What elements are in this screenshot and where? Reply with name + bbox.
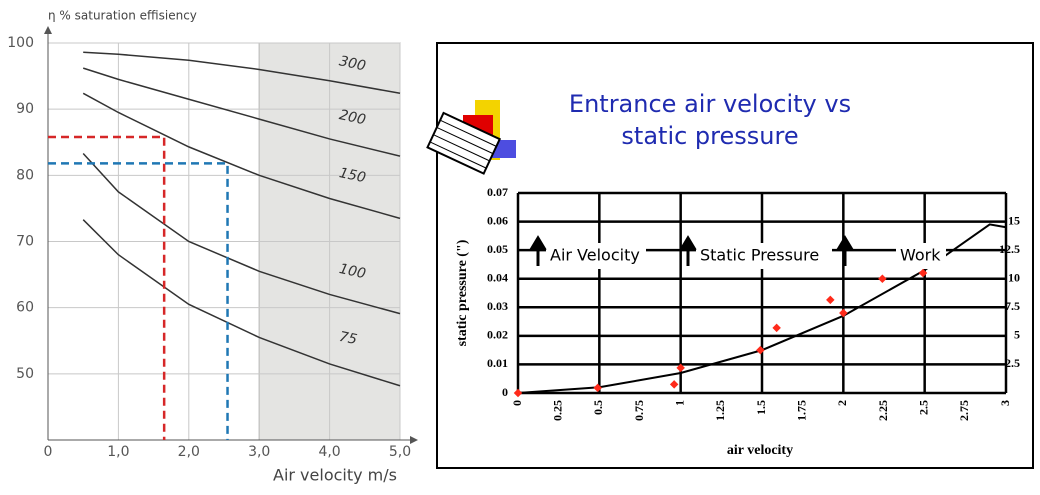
data-point — [878, 274, 887, 283]
x-tick-label: 2.25 — [876, 400, 890, 421]
x-tick-label: 3 — [998, 400, 1012, 406]
curve — [83, 51, 401, 95]
x-tick-label: 0.75 — [632, 400, 646, 421]
y-tick-label: 0.06 — [487, 213, 508, 227]
logo — [426, 100, 516, 175]
x-tick-label: 4,0 — [318, 444, 340, 460]
data-point — [839, 308, 848, 318]
curve-label: 200 — [338, 107, 368, 128]
y-tick-label: 0.05 — [487, 242, 508, 256]
curve — [82, 92, 401, 220]
y-tick-label: 0 — [502, 385, 508, 399]
x-tick-label: 0 — [44, 444, 53, 460]
y-tick-label: 0.07 — [487, 185, 508, 199]
annotation: Air Velocity — [550, 246, 640, 265]
y-tick-label: 60 — [16, 300, 34, 316]
data-point — [513, 388, 523, 398]
x-tick-label: 1.75 — [794, 400, 808, 421]
y-tick-label: 100 — [7, 35, 34, 51]
data-point — [669, 380, 679, 389]
annotation-background — [546, 243, 646, 269]
y-tick-label: 90 — [16, 101, 34, 117]
y-tick-label: 50 — [16, 366, 34, 382]
y2-tick-label: 2.5 — [1005, 356, 1020, 370]
curve-label: 100 — [338, 261, 368, 282]
annotation-background — [896, 243, 946, 269]
y2-tick-label: 12.5 — [999, 242, 1020, 256]
data-point — [676, 363, 685, 373]
x-tick-label: 2,0 — [178, 444, 200, 460]
x-axis-label: Air velocity m/s — [273, 466, 397, 485]
annotation: Work — [900, 246, 941, 265]
curve — [82, 67, 401, 157]
x-axis-arrow — [410, 436, 418, 444]
y-tick-label: 0.03 — [487, 299, 508, 313]
y2-tick-label: 7.5 — [1005, 299, 1020, 313]
data-point — [593, 383, 602, 393]
x-tick-label: 2 — [835, 400, 849, 406]
curve — [82, 152, 401, 315]
y-tick-label: 0.02 — [487, 328, 508, 342]
x-tick-label: 0 — [510, 400, 524, 406]
guide-line — [48, 162, 229, 440]
curve — [82, 219, 401, 387]
x-tick-label: 5,0 — [389, 444, 411, 460]
x-tick-label: 2.5 — [916, 400, 930, 415]
x-tick-label: 1 — [672, 400, 686, 406]
y2-tick-label: 10 — [1008, 270, 1020, 284]
y2-tick-label: 15 — [1008, 213, 1020, 227]
curve-label: 150 — [338, 165, 368, 186]
y-axis-label: η % saturation effisiency — [48, 9, 197, 23]
x-tick-label: 0.25 — [550, 400, 564, 421]
right-frame — [436, 42, 1034, 469]
annotation-arrow — [836, 235, 854, 266]
y2-tick-label: 5 — [1014, 328, 1020, 342]
y-tick-label: 0.01 — [487, 356, 508, 370]
x-tick-label: 2.75 — [957, 400, 971, 421]
data-point — [826, 295, 835, 305]
data-point — [756, 345, 765, 355]
annotation-arrow — [529, 235, 547, 266]
curve-label: 300 — [338, 53, 368, 74]
guide-line — [48, 135, 166, 440]
annotation-arrow — [679, 235, 697, 266]
x-tick-label: 1,0 — [107, 444, 129, 460]
x-tick-label: 1.5 — [754, 400, 768, 415]
x-tick-label: 3,0 — [248, 444, 270, 460]
y-tick-label: 0.04 — [487, 270, 508, 284]
x-axis-label: air velocity — [727, 443, 793, 458]
y-tick-label: 70 — [16, 234, 34, 250]
annotation: Static Pressure — [700, 246, 819, 265]
curve-label: 75 — [338, 329, 359, 348]
y-axis-label: static pressure (") — [455, 239, 470, 346]
x-tick-label: 0.5 — [591, 400, 605, 415]
y-axis-arrow — [44, 26, 52, 34]
annotation-background — [696, 243, 832, 269]
x-tick-label: 1.25 — [713, 400, 727, 421]
chart-title: Entrance air velocity vs static pressure — [568, 90, 852, 150]
y-tick-label: 80 — [16, 167, 34, 183]
data-point — [918, 268, 928, 278]
data-point — [772, 323, 781, 333]
